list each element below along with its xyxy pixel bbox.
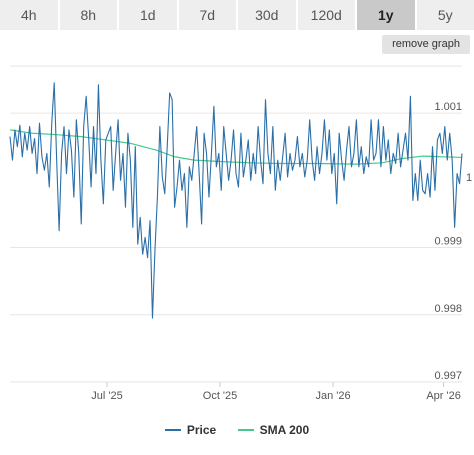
y-tick-label: 1.001 [434,101,462,113]
grid [10,65,462,387]
y-tick-label: 0.997 [434,370,462,382]
right-edge-label: 1 [466,172,472,184]
x-axis-labels: Jul '25 Oct '25 Jan '26 Apr '26 [91,390,461,402]
tab-8h[interactable]: 8h [59,0,117,30]
x-tick-label: Apr '26 [426,390,461,402]
x-tick-label: Oct '25 [203,390,238,402]
remove-graph-button[interactable]: remove graph [382,35,470,54]
tab-120d[interactable]: 120d [297,0,355,30]
y-tick-label: 0.998 [434,303,462,315]
tab-7d[interactable]: 7d [178,0,236,30]
legend-label-sma: SMA 200 [259,423,310,437]
tab-30d[interactable]: 30d [238,0,296,30]
legend-item-sma[interactable]: SMA 200 [237,423,310,437]
tab-4h[interactable]: 4h [0,0,58,30]
series-line-price [9,82,463,319]
x-tick-label: Jan '26 [315,390,350,402]
series [9,82,463,319]
y-axis-labels: 1.001 0.999 0.998 0.997 [434,101,462,382]
price-chart: 1.001 0.999 0.998 0.997 Jul '25 Oct '25 Jan '… [9,65,472,402]
legend: Price SMA 200 [0,420,474,437]
tab-1y[interactable]: 1y [357,0,415,30]
tab-5y[interactable]: 5y [416,0,474,30]
legend-item-price[interactable]: Price [164,423,217,437]
legend-swatch-price [164,429,181,431]
x-tick-label: Jul '25 [91,390,122,402]
tab-1d[interactable]: 1d [119,0,177,30]
legend-swatch-sma [237,429,254,431]
y-tick-label: 0.999 [434,236,462,248]
legend-label-price: Price [186,423,217,437]
timeframe-tabs: 4h 8h 1d 7d 30d 120d 1y 5y [0,0,474,30]
